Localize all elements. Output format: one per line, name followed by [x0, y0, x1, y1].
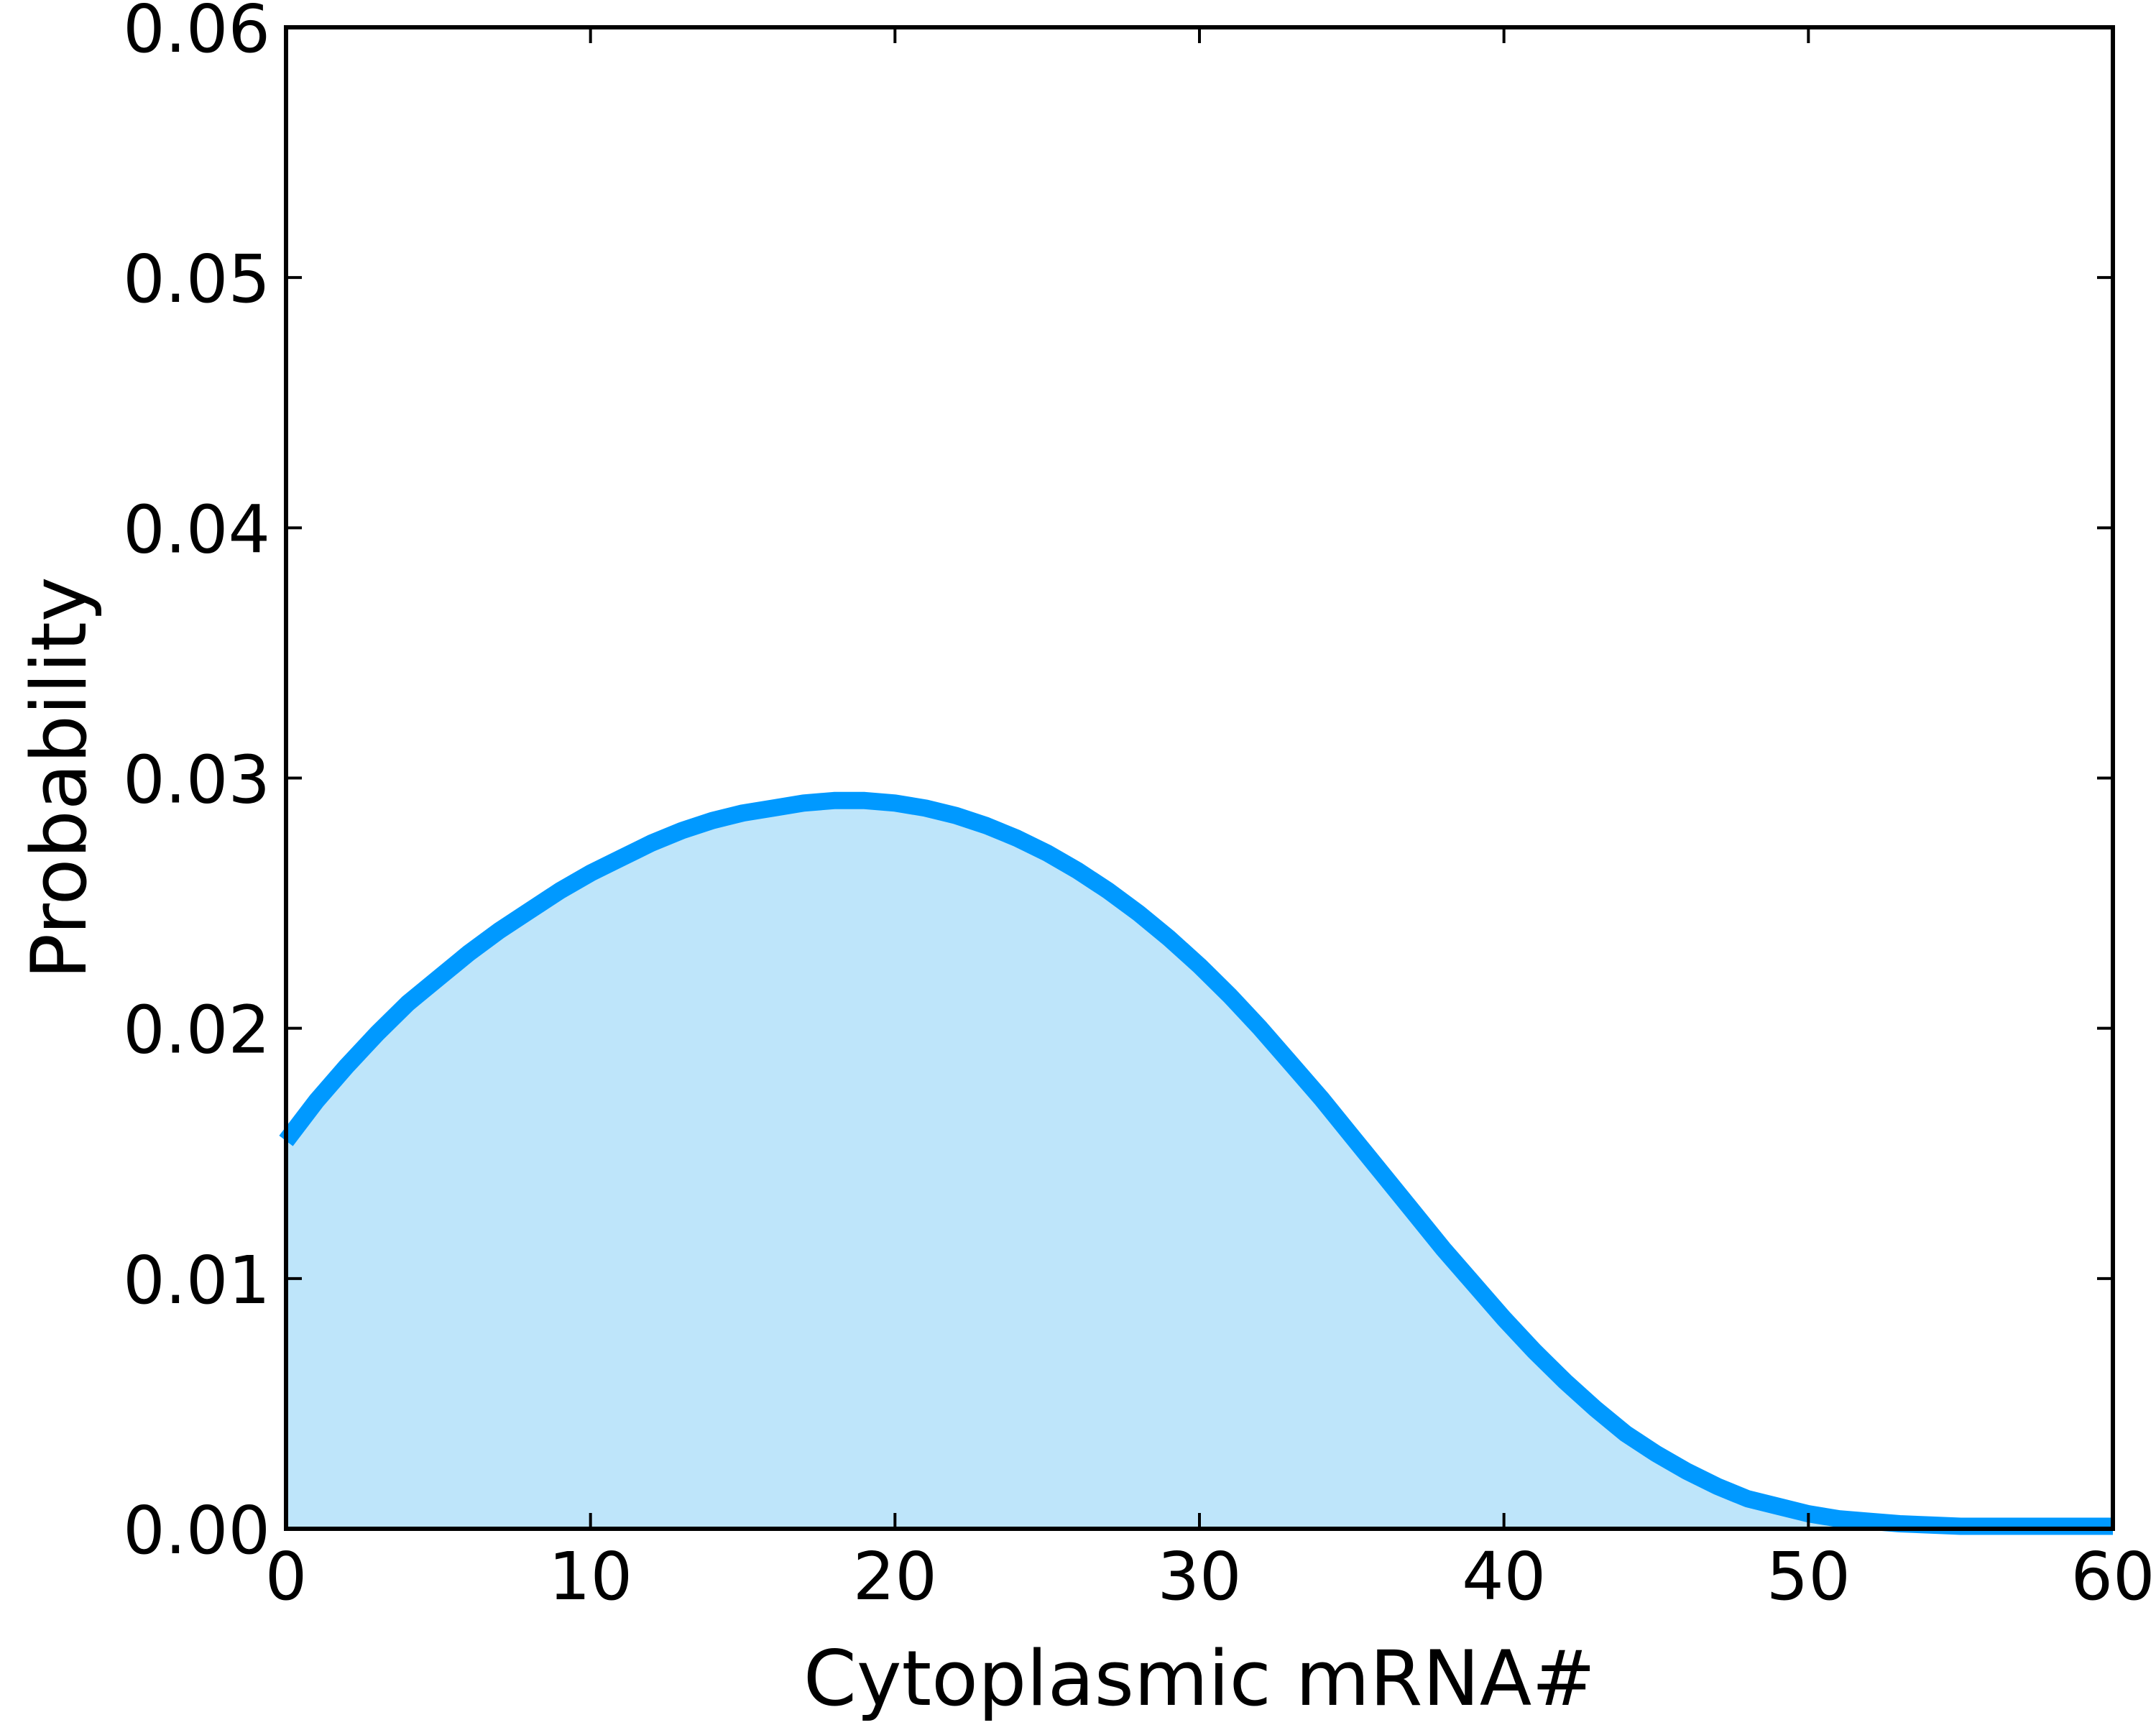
x-tick-label: 40: [1462, 1538, 1546, 1615]
x-tick-label: 10: [548, 1538, 632, 1615]
tick-labels: 0 10 20 30 40 50 60 0.00 0.01 0.02 0.03 0.04 0.05 0.0…: [123, 0, 2155, 1615]
y-tick-label: 0.04: [123, 491, 270, 568]
y-tick-label: 0.02: [123, 992, 270, 1069]
x-tick-label: 50: [1766, 1538, 1851, 1615]
x-tick-label: 20: [853, 1538, 937, 1615]
y-tick-label: 0.06: [123, 0, 270, 68]
x-tick-label: 0: [265, 1538, 308, 1615]
x-tick-label: 60: [2070, 1538, 2155, 1615]
y-tick-label: 0.01: [123, 1242, 270, 1319]
y-tick-label: 0.05: [123, 241, 270, 318]
plot-frame: [284, 25, 2115, 1531]
series-area-fill: [286, 800, 2113, 1529]
y-tick-label: 0.00: [123, 1492, 270, 1569]
y-axis-label: Probability: [15, 576, 103, 979]
x-axis-label: Cytoplasmic mRNA#: [803, 1634, 1595, 1723]
x-tick-label: 30: [1157, 1538, 1241, 1615]
y-tick-label: 0.03: [123, 742, 270, 819]
